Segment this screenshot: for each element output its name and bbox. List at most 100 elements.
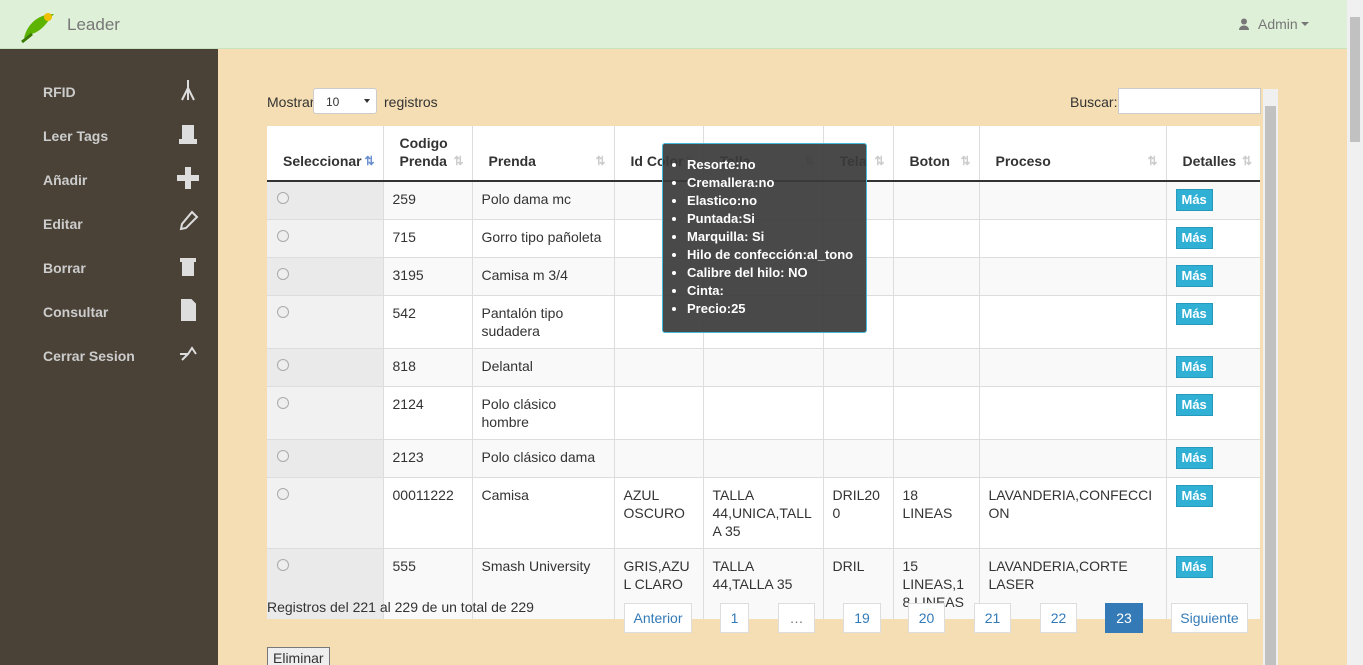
details-cell: Más xyxy=(1165,386,1260,440)
details-cell: Más xyxy=(1165,477,1260,549)
cell-text: Polo dama mc xyxy=(481,191,571,207)
radio[interactable] xyxy=(277,306,289,318)
radio[interactable] xyxy=(277,397,289,409)
details-button[interactable]: Más xyxy=(1175,189,1213,211)
select-cell xyxy=(267,219,383,258)
show-label: Mostrar xyxy=(267,94,315,110)
menu-item[interactable]: Cerrar Sesion xyxy=(43,348,135,364)
sort-icon: ⇅ xyxy=(595,154,606,168)
scroll-thumb[interactable] xyxy=(1350,17,1360,142)
table-cell: TALLA 44,UNICA,TALLA 35 xyxy=(702,477,823,549)
cell-text: Polo clásico hombre xyxy=(481,396,557,430)
cell-text: Camisa xyxy=(481,487,529,503)
page-button[interactable]: 23 xyxy=(1105,603,1143,633)
select-cell xyxy=(267,180,383,220)
radio[interactable] xyxy=(277,450,289,462)
page-button[interactable]: Siguiente xyxy=(1171,603,1248,633)
page-button[interactable]: 21 xyxy=(974,603,1011,633)
cell-text: Pantalón tipo sudadera xyxy=(481,305,564,339)
radio[interactable] xyxy=(277,359,289,371)
column-title: Proceso xyxy=(995,153,1051,169)
table-cell xyxy=(892,219,979,258)
column-header[interactable]: Prenda ⇅ xyxy=(471,126,614,182)
tooltip-item: Resorte:no xyxy=(687,156,866,174)
tooltip-list: Resorte:noCremallera:noElastico:noPuntad… xyxy=(663,156,866,318)
select-cell xyxy=(267,295,383,349)
table-cell: Camisa xyxy=(471,477,614,549)
radio[interactable] xyxy=(277,559,289,571)
column-title: Detalles xyxy=(1182,153,1237,169)
column-header[interactable]: Proceso ⇅ xyxy=(978,126,1166,182)
column-header[interactable]: Detalles ⇅ xyxy=(1165,126,1260,182)
column-header[interactable]: Seleccionar ⇅ xyxy=(267,126,383,182)
page-button[interactable]: … xyxy=(778,603,815,633)
menu-icon xyxy=(181,80,195,101)
page-size-select[interactable]: 10 xyxy=(313,88,377,114)
table-cell: Polo clásico hombre xyxy=(471,386,614,440)
details-button[interactable]: Más xyxy=(1175,265,1213,287)
table-cell xyxy=(702,348,823,387)
table-cell xyxy=(978,386,1166,440)
cell-text: GRIS,AZUL CLARO xyxy=(623,558,690,592)
table-cell xyxy=(978,219,1166,258)
column-title: Boton xyxy=(909,153,950,169)
menu-item[interactable]: RFID xyxy=(43,84,76,100)
column-header[interactable]: Codigo Prenda ⇅ xyxy=(382,126,472,182)
menu-item[interactable]: Borrar xyxy=(43,260,86,276)
table-row: 2124 Polo clásico hombre Más xyxy=(267,386,1260,440)
radio[interactable] xyxy=(277,192,289,204)
table-scrollbar[interactable] xyxy=(1263,89,1278,665)
scroll-thumb[interactable] xyxy=(1265,106,1276,665)
details-button[interactable]: Más xyxy=(1175,447,1213,469)
cell-text: LAVANDERIA,CONFECCION xyxy=(988,487,1153,521)
details-button[interactable]: Más xyxy=(1175,356,1213,378)
details-cell: Más xyxy=(1165,348,1260,387)
details-button[interactable]: Más xyxy=(1175,303,1213,325)
radio[interactable] xyxy=(277,488,289,500)
user-menu[interactable]: Admin xyxy=(1258,16,1298,32)
sort-icon: ⇅ xyxy=(960,154,971,168)
details-button[interactable]: Más xyxy=(1175,394,1213,416)
delete-button[interactable]: Eliminar xyxy=(267,647,330,665)
page-button[interactable]: Anterior xyxy=(624,603,692,633)
cell-text: DRIL200 xyxy=(832,487,880,521)
select-cell xyxy=(267,386,383,440)
menu-item[interactable]: Consultar xyxy=(43,304,109,320)
details-button[interactable]: Más xyxy=(1175,227,1213,249)
table-cell xyxy=(613,439,703,478)
radio[interactable] xyxy=(277,268,289,280)
sort-icon: ⇅ xyxy=(1241,154,1252,168)
details-button[interactable]: Más xyxy=(1175,556,1213,578)
table-row: 00011222 Camisa AZUL OSCURO TALLA 44,UNICA,… xyxy=(267,477,1260,549)
page-button[interactable]: 19 xyxy=(843,603,881,633)
table-cell xyxy=(702,439,823,478)
menu-item[interactable]: Editar xyxy=(43,216,83,232)
brand[interactable]: Leader xyxy=(67,15,120,34)
column-header[interactable]: Boton ⇅ xyxy=(892,126,979,182)
column-title: Codigo Prenda xyxy=(399,135,448,169)
search-input[interactable] xyxy=(1118,88,1261,114)
cell-text: Delantal xyxy=(481,358,533,374)
table-info: Registros del 221 al 229 de un total de … xyxy=(267,599,534,615)
table-cell xyxy=(892,348,979,387)
tooltip: Resorte:noCremallera:noElastico:noPuntad… xyxy=(662,143,867,333)
page-button[interactable]: 20 xyxy=(908,603,945,633)
cell-text: TALLA 44,TALLA 35 xyxy=(712,558,793,592)
select-cell xyxy=(267,257,383,296)
table-row: 715 Gorro tipo pañoleta Más xyxy=(267,219,1260,258)
page-scrollbar[interactable] xyxy=(1347,0,1363,665)
menu-item[interactable]: Leer Tags xyxy=(43,128,109,144)
caret xyxy=(364,99,370,103)
page-button[interactable]: 1 xyxy=(720,603,749,633)
table-cell xyxy=(613,348,703,387)
cell-text: 542 xyxy=(392,305,416,321)
details-button[interactable]: Más xyxy=(1175,485,1213,507)
menu-item[interactable]: Añadir xyxy=(43,172,88,188)
tooltip-item: Marquilla: Si xyxy=(687,228,866,246)
table-cell xyxy=(892,257,979,296)
table-cell: 18 LINEAS xyxy=(892,477,979,549)
radio[interactable] xyxy=(277,230,289,242)
page-button[interactable]: 22 xyxy=(1040,603,1077,633)
table-cell xyxy=(892,180,979,220)
tooltip-item: Elastico:no xyxy=(687,192,866,210)
